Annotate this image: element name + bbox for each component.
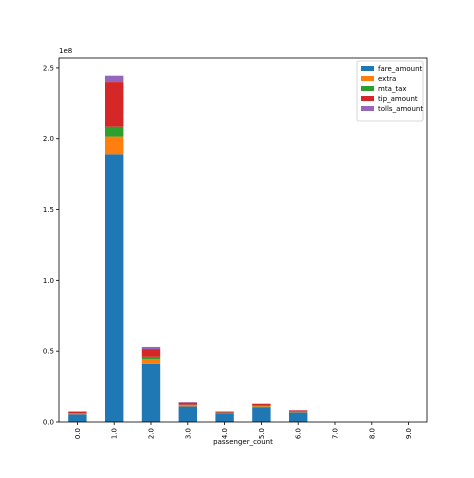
- legend-swatch: [361, 106, 374, 111]
- x-tick-label: 4.0: [221, 428, 229, 439]
- x-tick-label: 8.0: [368, 428, 376, 439]
- bar-segment: [105, 137, 123, 155]
- y-tick-label: 1.0: [43, 277, 54, 285]
- bar-segment: [289, 410, 307, 411]
- bar-segment: [142, 359, 160, 364]
- bar-segment: [252, 406, 270, 407]
- bar-segment: [142, 349, 160, 357]
- x-tick-label: 6.0: [295, 428, 303, 439]
- bar-segment: [142, 357, 160, 359]
- bar-segment: [252, 407, 270, 422]
- x-tick-label: 7.0: [332, 428, 340, 439]
- x-tick-label: 5.0: [258, 428, 266, 439]
- y-tick-label: 2.0: [43, 135, 54, 143]
- bar-segment: [215, 414, 233, 422]
- bar-segment: [179, 405, 197, 406]
- legend-label: fare_amount: [378, 65, 423, 73]
- bar-segment: [289, 412, 307, 422]
- y-tick-label: 0.0: [43, 419, 54, 427]
- bar-segment: [142, 364, 160, 422]
- bar-segment: [179, 405, 197, 406]
- legend-swatch: [361, 76, 374, 81]
- legend-swatch: [361, 86, 374, 91]
- legend-swatch: [361, 96, 374, 101]
- bar-segment: [105, 82, 123, 127]
- legend-label: tip_amount: [378, 95, 418, 103]
- legend-swatch: [361, 66, 374, 71]
- x-tick-label: 3.0: [184, 428, 192, 439]
- x-tick-label: 2.0: [148, 428, 156, 439]
- bar-segment: [179, 403, 197, 405]
- x-tick-label: 9.0: [405, 428, 413, 439]
- bar-segment: [252, 406, 270, 407]
- legend-label: extra: [378, 75, 396, 83]
- legend-label: tolls_amount: [378, 105, 423, 113]
- bar-segment: [289, 412, 307, 413]
- x-tick-label: 0.0: [74, 428, 82, 439]
- bar-segment: [215, 412, 233, 413]
- bar-segment: [68, 414, 86, 415]
- y-offset-label: 1e8: [59, 47, 72, 55]
- bar-segment: [105, 127, 123, 137]
- bar-segment: [105, 154, 123, 422]
- bar-segment: [68, 412, 86, 413]
- bar-segment: [179, 406, 197, 422]
- bar-segment: [105, 76, 123, 82]
- bar-segment: [215, 413, 233, 414]
- legend-label: mta_tax: [378, 85, 407, 93]
- bar-segment: [68, 414, 86, 422]
- bar-segment: [142, 347, 160, 349]
- bar-segment: [252, 404, 270, 406]
- y-tick-label: 0.5: [43, 348, 54, 356]
- x-tick-label: 1.0: [111, 428, 119, 439]
- y-tick-label: 1.5: [43, 206, 54, 214]
- y-tick-label: 2.5: [43, 64, 54, 72]
